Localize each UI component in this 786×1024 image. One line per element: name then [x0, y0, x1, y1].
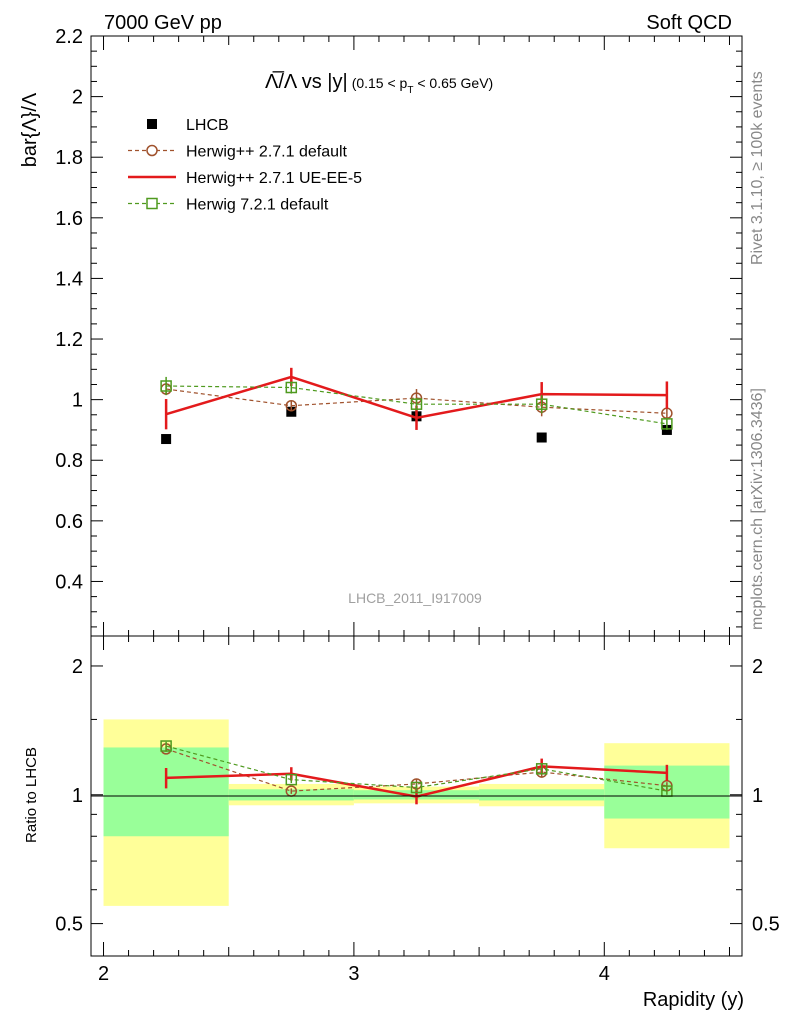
ratio-ytick-label-right: 0.5 — [752, 914, 780, 936]
header-left: 7000 GeV pp — [104, 12, 222, 34]
ratio-ytick-label: 0.5 — [55, 914, 83, 936]
legend-label: LHCB — [186, 117, 229, 134]
y-axis-label: bar{Λ}/Λ — [19, 92, 41, 167]
ratio-square-marker — [410, 781, 423, 794]
band-inner — [228, 789, 354, 801]
ratio-square-marker — [535, 763, 548, 775]
main-data-point — [286, 406, 297, 417]
legend-square-marker — [146, 197, 158, 210]
main-ytick-label: 1.6 — [55, 208, 83, 230]
ratio-uncertainty-bands — [103, 719, 730, 906]
analysis-watermark: LHCB_2011_I917009 — [348, 590, 482, 606]
main-ytick-label: 0.4 — [55, 571, 83, 593]
main-square-marker — [535, 398, 548, 410]
main-ytick-label: 1.2 — [55, 329, 83, 351]
main-axis-ticks: 0.4 0.6 0.8 1 1.2 1.4 1.6 1.8 2 2.2 — [55, 26, 742, 636]
main-ytick-label: 0.6 — [55, 511, 83, 533]
main-ytick-label: 1 — [72, 390, 83, 412]
ratio-ytick-label-right: 1 — [752, 785, 763, 807]
main-square-marker — [285, 381, 298, 394]
x-axis-label: Rapidity (y) — [643, 989, 744, 1011]
plot-title: Λ̅/Λ vs |y| (0.15 < pT < 0.65 GeV) — [265, 70, 493, 96]
main-square-marker — [661, 418, 673, 430]
ratio-xtick-label: 2 — [98, 963, 109, 985]
main-square-marker — [160, 380, 172, 392]
main-ytick-label: 1.4 — [55, 268, 83, 290]
main-series-line — [166, 388, 667, 414]
main-data-point — [536, 432, 547, 443]
main-circle-marker — [285, 399, 298, 412]
ratio-ytick-label-right: 2 — [752, 656, 763, 678]
header-right: Soft QCD — [646, 12, 732, 34]
main-ytick-label: 2.2 — [55, 26, 83, 48]
main-series-group — [160, 367, 673, 445]
legend-marker-data — [147, 119, 157, 129]
legend-circle-marker — [146, 144, 158, 157]
legend-label: Herwig 7.2.1 default — [186, 197, 329, 214]
mcplots-label: mcplots.cern.ch [arXiv:1306.3436] — [749, 388, 766, 630]
main-square-marker — [410, 398, 423, 410]
ratio-square-marker — [160, 740, 172, 752]
band-inner — [479, 789, 605, 801]
legend-label: Herwig++ 2.7.1 default — [186, 144, 348, 161]
ratio-ytick-label: 1 — [72, 785, 83, 807]
main-ytick-label: 0.8 — [55, 450, 83, 472]
ratio-axis-ticks: 0.5 0.5 1 1 2 2 2 3 4 — [55, 636, 780, 985]
ratio-xtick-label: 3 — [348, 963, 359, 985]
main-ytick-label: 1.8 — [55, 147, 83, 169]
band-inner — [103, 747, 229, 837]
ratio-square-marker — [285, 773, 298, 786]
legend-label: Herwig++ 2.7.1 UE-EE-5 — [186, 170, 362, 187]
ratio-ytick-label: 2 — [72, 656, 83, 678]
legend: LHCB Herwig++ 2.7.1 default Herwig++ 2.7.1… — [128, 117, 362, 214]
main-ytick-label: 2 — [72, 87, 83, 109]
main-data-point — [161, 434, 172, 445]
rivet-version-label: Rivet 3.1.10, ≥ 100k events — [749, 71, 766, 265]
ratio-y-axis-label: Ratio to LHCB — [23, 747, 40, 843]
ratio-xtick-label: 4 — [599, 963, 610, 985]
